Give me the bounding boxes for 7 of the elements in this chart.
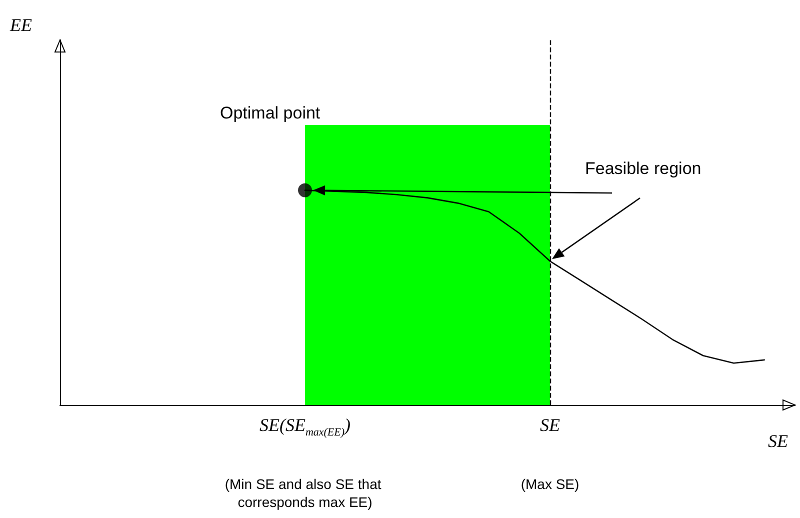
text: EE — [9, 15, 32, 35]
x-axis-title: SE — [768, 431, 788, 451]
text: Optimal point — [220, 103, 320, 122]
text: Feasible region — [585, 159, 702, 178]
x-tick-label: SE(SE$_{max(EE)}$) — [259, 415, 351, 439]
text: (Min SE and also SE that corresponds max EE) — [224, 476, 386, 510]
text: (Max SE) — [520, 476, 580, 492]
